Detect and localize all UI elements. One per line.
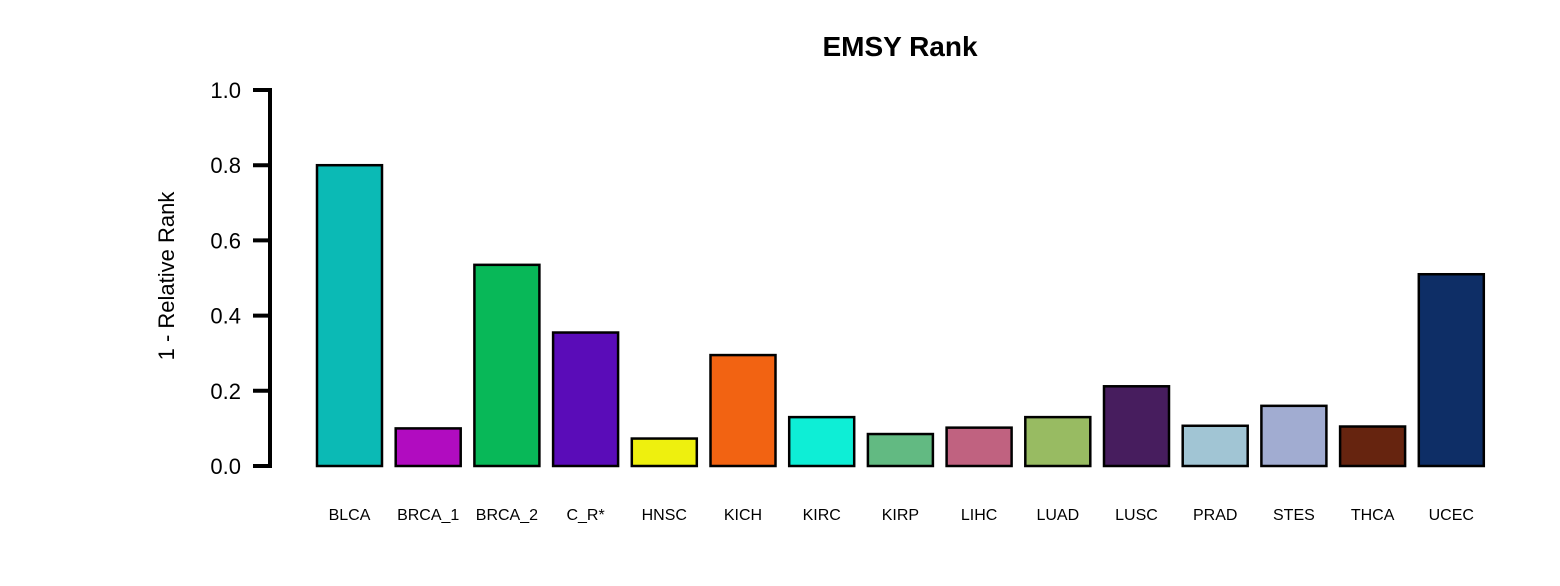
y-tick-label: 0.4 [210,304,241,329]
chart-title: EMSY Rank [822,31,978,62]
bar-thca [1338,425,1407,468]
x-tick-label: BLCA [329,507,371,524]
x-tick-label: HNSC [642,507,687,524]
x-tick-label: LIHC [961,507,997,524]
x-tick-label: LUSC [1115,507,1158,524]
bar-brca-1 [394,427,462,468]
x-tick-label: STES [1273,507,1315,524]
y-tick-label: 1.0 [210,78,241,103]
x-tick-label: BRCA_1 [397,507,459,524]
bar-blca [315,163,384,468]
x-tick-label: UCEC [1429,507,1474,524]
bar-kirc [787,415,856,468]
bar-ucec [1417,272,1486,468]
x-tick-label: LUAD [1036,507,1079,524]
y-tick-label: 0.2 [210,379,241,404]
x-tick-label: KIRP [882,507,919,524]
bar-prad [1181,424,1249,468]
y-tick-label: 0.6 [210,228,241,253]
y-tick-label: 0.8 [210,153,241,178]
bar-brca-2 [473,263,541,468]
bars [315,163,1486,468]
bar-lusc [1102,385,1171,468]
x-tick-label: KIRC [803,507,841,524]
x-tick-label: PRAD [1193,507,1237,524]
x-tick-label: C_R* [566,507,604,524]
bar-c-r [551,331,620,468]
y-axis-label: 1 - Relative Rank [154,191,179,361]
y-tick-label: 0.0 [210,454,241,479]
x-tick-label: KICH [724,507,762,524]
x-tick-label: THCA [1351,507,1395,524]
bar-luad [1024,415,1092,468]
bar-hnsc [630,437,699,468]
bar-stes [1260,404,1328,468]
x-tick-labels: BLCA BRCA_1 BRCA_2 C_R* HNSC KICH KIRC KIRP LIHC… [329,507,1474,524]
y-axis: 0.0 0.2 0.4 0.6 0.8 1.0 [210,78,272,479]
bar-kirp [866,432,935,468]
x-tick-label: BRCA_2 [476,507,538,524]
bar-lihc [945,426,1013,468]
bar-kich [709,353,777,468]
